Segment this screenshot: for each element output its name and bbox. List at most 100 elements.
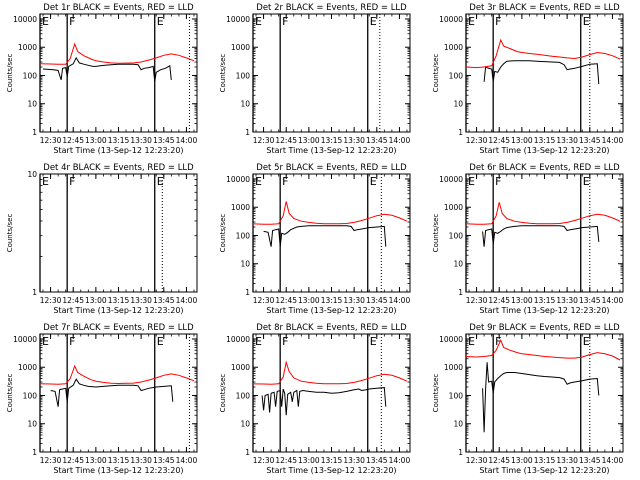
- panel-title: Det 9r BLACK = Events, RED = LLD: [469, 323, 620, 333]
- events-series-line: [261, 387, 387, 416]
- detector-panel: Det 2r BLACK = Events, RED = LLD 1 10 100 10…: [219, 3, 411, 155]
- y-tick-label: 10000: [13, 335, 37, 344]
- x-tick-label: 14:00: [389, 296, 411, 305]
- detector-panel: Det 8r BLACK = Events, RED = LLD 1 10 100 10…: [219, 323, 411, 475]
- x-tick-label: 12:30: [466, 136, 488, 145]
- x-tick-label: 13:30: [343, 456, 365, 465]
- x-tick-label: 14:00: [602, 296, 624, 305]
- event-marker-label: E: [42, 335, 49, 348]
- x-axis-label: Start Time (13-Sep-12 12:23:20): [53, 466, 183, 475]
- y-tick-label: 100: [449, 391, 464, 400]
- x-tick-label: 12:45: [62, 296, 84, 305]
- detector-panel: Det 1r BLACK = Events, RED = LLD 1 10 100 10…: [6, 3, 198, 155]
- plot-frame: [465, 13, 624, 133]
- x-axis-label: Start Time (13-Sep-12 12:23:20): [53, 146, 183, 155]
- y-tick-label: 10: [240, 100, 250, 109]
- y-tick-label: 100: [236, 391, 251, 400]
- x-tick-label: 12:45: [62, 136, 84, 145]
- x-axis-label: Start Time (13-Sep-12 12:23:20): [479, 146, 609, 155]
- x-tick-label: 13:45: [153, 296, 175, 305]
- x-tick-label: 14:00: [602, 136, 624, 145]
- event-marker-label: E: [255, 335, 262, 348]
- y-axis-label: Counts/sec: [432, 54, 440, 93]
- x-tick-label: 12:45: [275, 456, 297, 465]
- x-tick-label: 13:15: [108, 136, 130, 145]
- x-tick-label: 14:00: [176, 296, 198, 305]
- event-marker-label: E: [255, 175, 262, 188]
- event-marker-label: E: [370, 15, 377, 28]
- event-marker-label: F: [282, 335, 288, 348]
- events-series-line: [482, 362, 600, 433]
- panel-title: Det 6r BLACK = Events, RED = LLD: [469, 163, 620, 173]
- y-tick-label: 1: [32, 448, 37, 457]
- x-tick-label: 13:00: [85, 296, 107, 305]
- y-tick-label: 100: [236, 231, 251, 240]
- y-tick-label: 1: [245, 128, 250, 137]
- x-tick-label: 13:45: [153, 136, 175, 145]
- x-tick-label: 14:00: [176, 136, 198, 145]
- x-tick-label: 13:00: [511, 136, 533, 145]
- x-tick-label: 13:15: [321, 136, 343, 145]
- event-marker-label: E: [583, 15, 590, 28]
- y-tick-label: 1000: [444, 363, 463, 372]
- panel-title: Det 8r BLACK = Events, RED = LLD: [256, 323, 407, 333]
- x-tick-label: 12:45: [488, 136, 510, 145]
- y-tick-label: 1: [458, 128, 463, 137]
- event-marker-label: F: [69, 175, 75, 188]
- plot-frame: [39, 333, 198, 453]
- x-tick-label: 13:30: [130, 136, 152, 145]
- x-tick-label: 14:00: [389, 136, 411, 145]
- x-tick-label: 14:00: [176, 456, 198, 465]
- x-axis-label: Start Time (13-Sep-12 12:23:20): [479, 466, 609, 475]
- x-tick-label: 12:30: [466, 456, 488, 465]
- y-tick-label: 1: [245, 448, 250, 457]
- lld-series-line: [465, 202, 621, 225]
- y-axis-label: Counts/sec: [6, 214, 14, 253]
- y-tick-label: 1: [458, 448, 463, 457]
- y-tick-label: 100: [449, 71, 464, 80]
- plot-frame: [465, 333, 624, 453]
- panel-title: Det 7r BLACK = Events, RED = LLD: [43, 323, 194, 333]
- event-marker-label: F: [282, 175, 288, 188]
- y-tick-label: 1000: [444, 203, 463, 212]
- y-tick-label: 1000: [18, 363, 37, 372]
- x-tick-label: 13:15: [534, 296, 556, 305]
- y-tick-label: 10000: [226, 335, 250, 344]
- y-tick-label: 1000: [18, 43, 37, 52]
- plot-frame: [465, 173, 624, 293]
- y-tick-label: 10: [453, 420, 463, 429]
- panel-title: Det 4r BLACK = Events, RED = LLD: [43, 163, 194, 173]
- event-marker-label: E: [583, 175, 590, 188]
- y-axis-label: Counts/sec: [6, 54, 14, 93]
- panel-title: Det 3r BLACK = Events, RED = LLD: [469, 3, 620, 13]
- detector-panel: Det 3r BLACK = Events, RED = LLD 1 10 100 10…: [432, 3, 624, 155]
- detector-panel: Det 9r BLACK = Events, RED = LLD 1 10 100 10…: [432, 323, 624, 475]
- y-axis-label: Counts/sec: [219, 374, 227, 413]
- x-tick-label: 12:45: [62, 456, 84, 465]
- y-axis-label: Counts/sec: [219, 214, 227, 253]
- lld-series-line: [252, 360, 408, 385]
- event-marker-label: E: [255, 15, 262, 28]
- x-tick-label: 13:00: [85, 456, 107, 465]
- x-tick-label: 13:15: [108, 296, 130, 305]
- panel-title: Det 2r BLACK = Events, RED = LLD: [256, 3, 407, 13]
- event-marker-label: E: [468, 175, 475, 188]
- y-tick-label: 1: [245, 288, 250, 297]
- y-tick-label: 1000: [231, 203, 250, 212]
- detector-panel: Det 4r BLACK = Events, RED = LLD 1 10 Count…: [6, 163, 198, 315]
- y-tick-label: 1000: [231, 43, 250, 52]
- x-tick-label: 12:30: [253, 136, 275, 145]
- lld-series-line: [39, 42, 195, 65]
- x-tick-label: 13:45: [579, 456, 601, 465]
- y-tick-label: 1: [458, 288, 463, 297]
- y-axis-label: Counts/sec: [432, 374, 440, 413]
- panel-title: Det 5r BLACK = Events, RED = LLD: [256, 163, 407, 173]
- x-tick-label: 13:15: [534, 456, 556, 465]
- event-marker-label: E: [157, 335, 164, 348]
- event-marker-label: F: [495, 15, 501, 28]
- events-series-line: [482, 225, 600, 247]
- event-marker-label: E: [157, 175, 164, 188]
- x-axis-label: Start Time (13-Sep-12 12:23:20): [266, 146, 396, 155]
- x-tick-label: 13:30: [343, 136, 365, 145]
